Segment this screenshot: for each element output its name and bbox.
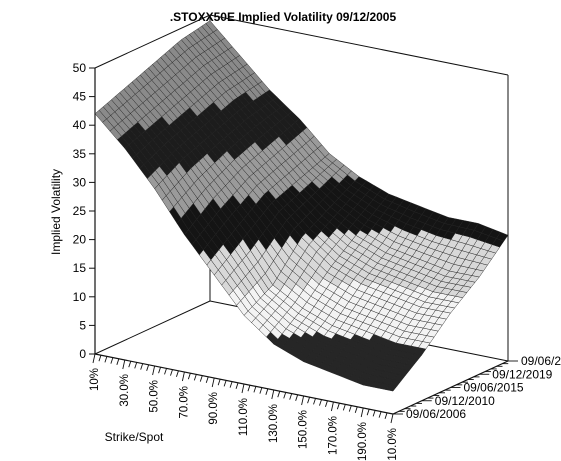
z-tick-label: 30 (73, 175, 87, 189)
axis-ticks: 0 5 10 15 20 25 30 35 40 45 50 10% 30.0% 50.0% 70.0% 90… (73, 61, 561, 461)
maturity-tick-label: 09/12/2010 (435, 394, 495, 408)
strike-tick-label: 110.0% (238, 398, 250, 436)
strike-tick-mark (146, 364, 150, 371)
strike-tick-mark (384, 412, 388, 419)
strike-tick-mark (211, 377, 215, 388)
strike-tick-mark (170, 369, 173, 376)
strike-tick-mark (319, 399, 322, 406)
strike-tick-mark (295, 394, 299, 401)
strike-tick-mark (378, 411, 382, 418)
strike-tick-mark (259, 387, 263, 394)
x-axis-label: Strike/Spot (105, 430, 164, 444)
strike-tick-mark (187, 373, 191, 380)
surface-cell (205, 20, 218, 33)
maturity-tick-label: 09/06/2015 (464, 381, 524, 395)
strike-tick-mark (229, 381, 233, 388)
strike-tick-mark (205, 376, 209, 383)
z-tick-label: 5 (79, 318, 86, 332)
strike-tick-label: 10% (89, 368, 101, 391)
z-tick-label: 50 (73, 61, 87, 75)
strike-tick-mark (176, 370, 179, 377)
surface-mesh (94, 20, 509, 392)
strike-tick-mark (354, 406, 358, 413)
strike-tick-mark (122, 359, 126, 370)
strike-tick-mark (348, 405, 352, 412)
strike-tick-mark (92, 353, 96, 364)
box-edge (94, 14, 211, 69)
box-edge (209, 14, 509, 76)
strike-tick-label: 190.0% (357, 422, 369, 461)
z-tick-label: 40 (73, 118, 87, 132)
strike-tick-mark (313, 398, 316, 405)
strike-tick-mark (152, 365, 156, 376)
strike-tick-label: 130.0% (268, 404, 280, 443)
strike-tick-mark (134, 362, 138, 369)
z-tick-label: 15 (73, 261, 87, 275)
strike-tick-mark (140, 363, 144, 370)
strike-tick-mark (247, 385, 251, 392)
strike-tick-mark (128, 361, 132, 368)
maturity-tick-label: 09/12/2019 (492, 367, 552, 381)
strike-tick-mark (193, 374, 197, 381)
strike-tick-mark (283, 392, 287, 399)
z-tick-label: 45 (73, 90, 87, 104)
strike-tick-mark (325, 400, 328, 407)
strike-tick-mark (330, 401, 334, 412)
strike-tick-label: 170.0% (327, 416, 339, 455)
strike-tick-mark (336, 403, 340, 410)
strike-tick-mark (372, 410, 376, 417)
y-axis-label: Implied Volatility (49, 169, 63, 255)
maturity-tick-label: 09/06/2024 (521, 354, 561, 368)
strike-tick-mark (265, 388, 269, 395)
strike-tick-mark (277, 391, 281, 398)
chart-title: .STOXX50E Implied Volatility 09/12/2005 (170, 10, 397, 24)
strike-tick-mark (307, 397, 310, 404)
strike-tick-mark (342, 404, 346, 411)
z-tick-label: 20 (73, 233, 87, 247)
strike-tick-mark (217, 379, 221, 386)
strike-tick-mark (110, 357, 114, 364)
strike-tick-mark (390, 413, 394, 424)
strike-tick-mark (253, 386, 257, 393)
z-tick-label: 10 (73, 290, 87, 304)
strike-tick-mark (199, 375, 203, 382)
strike-tick-label: 210.0% (387, 428, 399, 461)
strike-tick-mark (241, 383, 245, 394)
strike-tick-mark (104, 356, 108, 363)
strike-tick-mark (301, 395, 305, 406)
strike-tick-mark (164, 368, 167, 375)
z-tick-label: 25 (73, 204, 87, 218)
strike-tick-label: 30.0% (119, 374, 131, 407)
strike-tick-mark (271, 389, 275, 400)
strike-tick-label: 70.0% (178, 386, 190, 419)
strike-tick-label: 50.0% (149, 380, 161, 413)
z-tick-label: 35 (73, 147, 87, 161)
strike-tick-mark (223, 380, 227, 387)
strike-tick-mark (289, 393, 293, 400)
strike-tick-mark (158, 367, 161, 374)
strike-tick-mark (116, 358, 120, 365)
z-tick-label: 0 (79, 347, 86, 361)
strike-tick-mark (235, 382, 239, 389)
strike-tick-label: 150.0% (298, 410, 310, 449)
strike-tick-label: 90.0% (208, 392, 220, 425)
strike-tick-mark (98, 355, 102, 362)
maturity-tick-label: 09/06/2006 (406, 407, 466, 421)
strike-tick-mark (366, 409, 370, 416)
strike-tick-mark (181, 371, 185, 382)
box-edge (94, 300, 211, 355)
strike-tick-mark (360, 407, 364, 418)
